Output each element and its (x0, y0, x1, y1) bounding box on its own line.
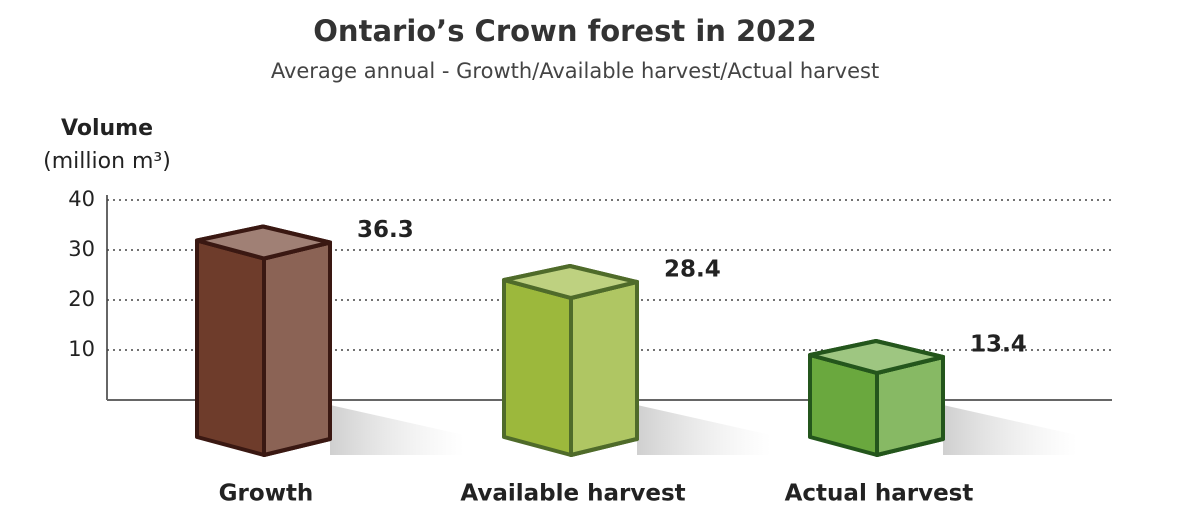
shadow (330, 405, 464, 455)
bar-top-shade (808, 339, 945, 375)
chart-subtitle: Average annual - Growth/Available harves… (271, 59, 879, 83)
bar-top-shade (195, 224, 332, 261)
bar-left-face (502, 278, 573, 457)
y-tick-label: 40 (68, 187, 95, 211)
y-axis-label: Volume (61, 116, 153, 141)
value-label: 28.4 (664, 257, 721, 283)
bar-top-shade (502, 264, 639, 300)
value-label: 36.3 (357, 217, 414, 243)
bar-right-shade (262, 240, 332, 457)
shadow (637, 405, 771, 455)
x-tick-label: Growth (219, 481, 314, 507)
bar (195, 224, 332, 457)
y-axis-unit: (million m³) (43, 149, 171, 174)
bar-left-face (195, 238, 266, 457)
y-tick-label: 20 (68, 287, 95, 311)
y-tick-label: 10 (68, 337, 95, 361)
y-tick-label: 30 (68, 237, 95, 261)
bar (808, 339, 945, 457)
chart-title: Ontario’s Crown forest in 2022 (313, 14, 816, 48)
bar (502, 264, 639, 457)
x-tick-label: Available harvest (460, 481, 685, 507)
value-label: 13.4 (970, 332, 1027, 358)
bar-right-shade (569, 280, 639, 457)
x-tick-label: Actual harvest (785, 481, 974, 507)
shadow (943, 405, 1077, 455)
